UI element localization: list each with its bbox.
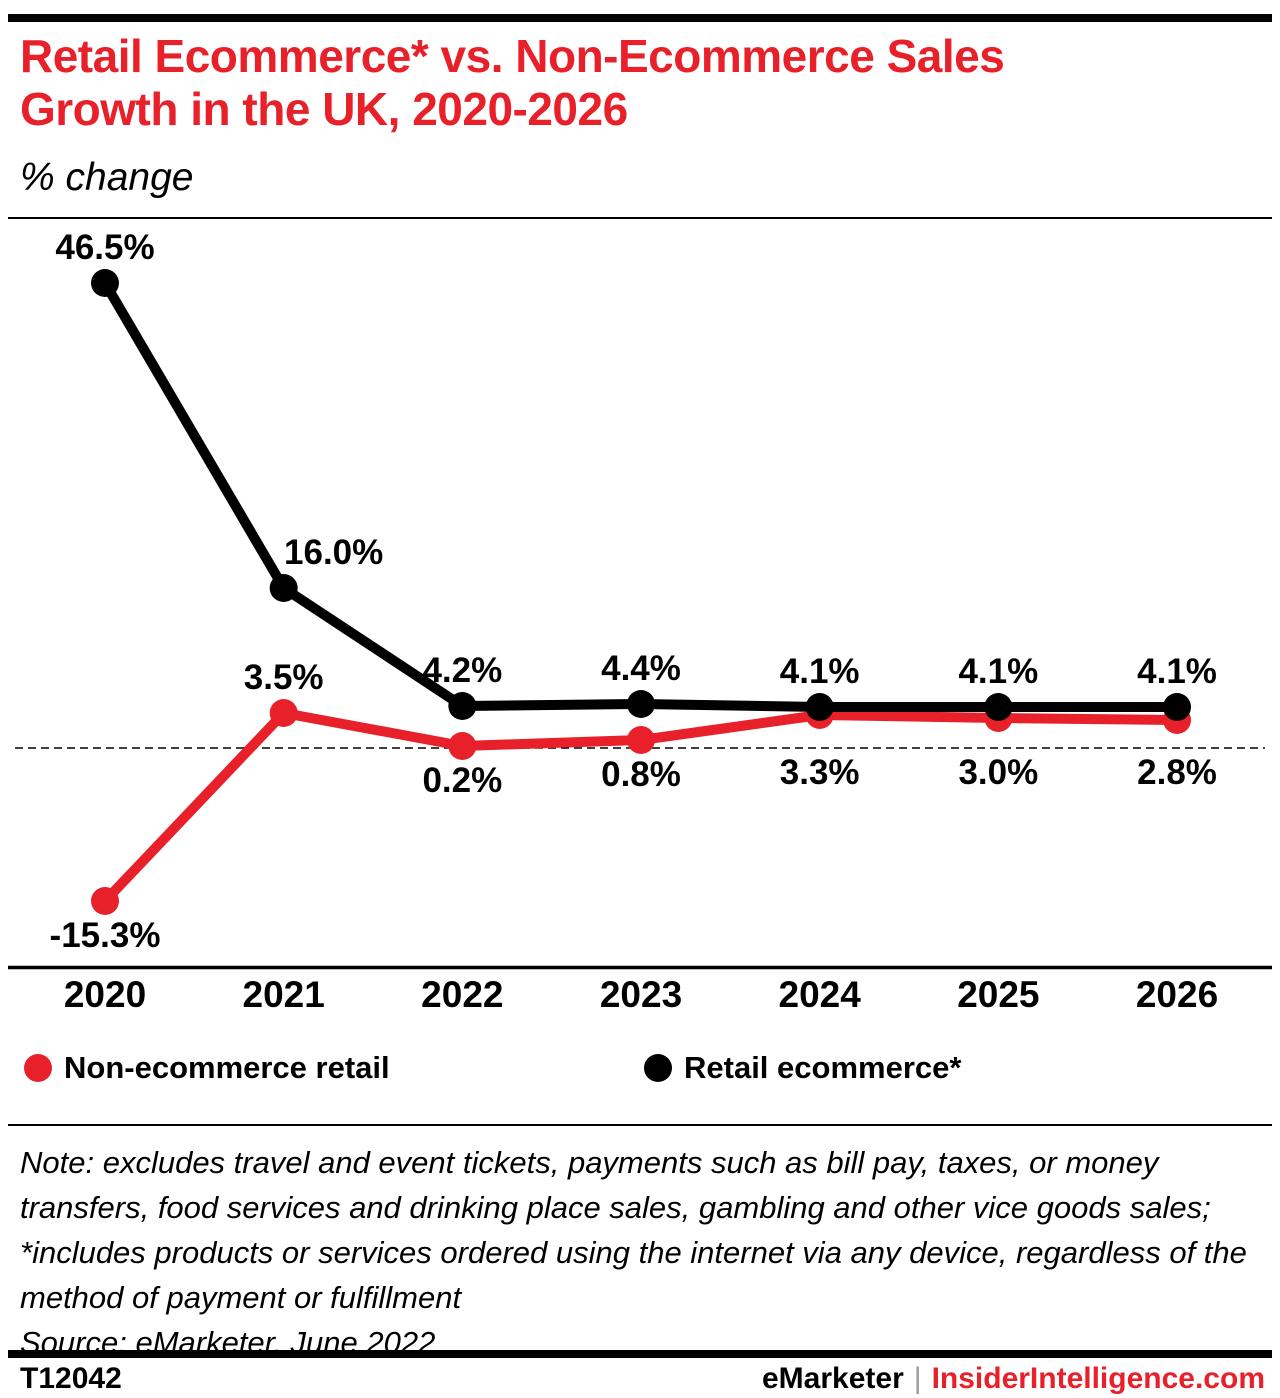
data-point-label: 2.8% [1137, 753, 1217, 792]
data-point [91, 269, 119, 297]
legend-dot-black [644, 1054, 672, 1082]
brand-insider-intelligence-link[interactable]: InsiderIntelligence.com [931, 1362, 1265, 1395]
legend-dot-red [24, 1054, 52, 1082]
data-point [984, 693, 1013, 721]
data-point-label: 16.0% [284, 533, 383, 572]
legend-divider [8, 1124, 1272, 1126]
legend-label: Retail ecommerce* [684, 1050, 962, 1085]
page-title-line1: Retail Ecommerce* vs. Non-Ecommerce Sale… [20, 30, 1005, 82]
page-title: Retail Ecommerce* vs. Non-Ecommerce Sale… [20, 30, 1170, 136]
legend-item-non-ecommerce: Non-ecommerce retail [24, 1046, 390, 1090]
legend-item-retail-ecommerce: Retail ecommerce* [644, 1046, 961, 1090]
top-rule-bar [8, 14, 1272, 22]
header-divider [8, 217, 1272, 219]
data-point-label: 46.5% [55, 228, 154, 267]
data-point [1163, 693, 1192, 721]
data-point-label: 4.1% [780, 652, 860, 691]
chart-legend: Non-ecommerce retail Retail ecommerce* [0, 1046, 1280, 1090]
data-point [448, 732, 477, 760]
page-title-line2: Growth in the UK, 2020-2026 [20, 83, 628, 135]
note-block: Note: excludes travel and event tickets,… [20, 1140, 1266, 1365]
chart-id: T12042 [20, 1362, 122, 1395]
x-axis-tick-label: 2023 [600, 974, 682, 1015]
x-axis-tick-label: 2022 [421, 974, 503, 1015]
series-line-retail-ecommerce [100, 278, 1183, 712]
legend-label: Non-ecommerce retail [64, 1050, 390, 1085]
data-point-label: 0.2% [422, 761, 502, 800]
footer-rule-bar [8, 1350, 1272, 1358]
x-axis-tick-label: 2020 [64, 974, 146, 1015]
x-axis-tick-label: 2021 [243, 974, 325, 1015]
data-point [91, 887, 119, 915]
data-point-label: 3.3% [780, 753, 860, 792]
data-point-label: 4.1% [958, 652, 1038, 691]
x-axis-tick-label: 2026 [1136, 974, 1218, 1015]
note-text: Note: excludes travel and event tickets,… [20, 1145, 1247, 1315]
data-point-label: 4.4% [601, 649, 681, 688]
data-point-label: 4.1% [1137, 652, 1217, 691]
data-point [269, 699, 298, 727]
x-axis-tick-label: 2024 [779, 974, 862, 1015]
data-point [627, 726, 656, 754]
data-point-label: -15.3% [50, 916, 161, 955]
chart-subtitle: % change [20, 156, 194, 199]
data-point-label: 0.8% [601, 755, 681, 794]
data-point-label: 3.0% [958, 753, 1038, 792]
footer-brand-group: eMarketer | InsiderIntelligence.com [762, 1362, 1265, 1396]
footer-separator: | [913, 1362, 922, 1395]
brand-emarketer: eMarketer [762, 1362, 904, 1395]
data-point [269, 574, 298, 602]
source-text: Source: eMarketer, June 2022 [20, 1325, 436, 1360]
x-axis-tick-label: 2025 [957, 974, 1039, 1015]
data-point [627, 690, 656, 718]
data-point-label: 4.2% [422, 651, 502, 690]
data-point [448, 692, 477, 720]
data-point [805, 693, 834, 721]
data-point-label: 3.5% [244, 658, 324, 697]
footer: T12042 eMarketer | InsiderIntelligence.com [20, 1362, 1265, 1396]
